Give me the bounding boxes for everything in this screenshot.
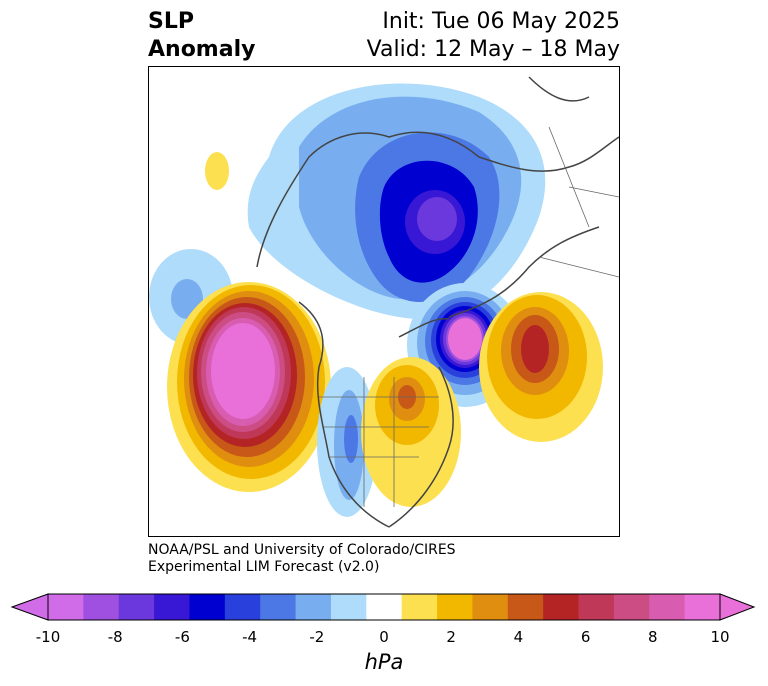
colorbar-tick-label: -8 [107, 628, 123, 646]
credit-line-1: NOAA/PSL and University of Colorado/CIRE… [148, 542, 456, 558]
colorbar-extend-high [719, 593, 756, 621]
colorbar-bin [613, 594, 650, 620]
colorbar-bin [154, 594, 190, 620]
anomaly-western-us-low [317, 367, 377, 517]
colorbar-tick-label: 2 [446, 628, 456, 646]
colorbar-bin [189, 594, 226, 620]
valid-range: Valid: 12 May – 18 May [366, 37, 620, 62]
colorbar-frame [47, 593, 721, 621]
colorbar-bin [224, 594, 261, 620]
colorbar-bin [401, 594, 438, 620]
colorbar-bin [118, 594, 155, 620]
colorbar-bin [295, 594, 332, 620]
anomaly-central-asia-high [479, 292, 603, 442]
colorbar-tick-label: 8 [648, 628, 658, 646]
credit: NOAA/PSL and University of Colorado/CIRE… [148, 542, 456, 576]
colorbar-bin [507, 594, 544, 620]
colorbar-tick-label: -4 [242, 628, 258, 646]
colorbar-tick-label: 4 [513, 628, 524, 646]
colorbar-bin [330, 594, 367, 620]
colorbar-tick-label: 10 [710, 628, 730, 646]
colorbar [10, 593, 756, 621]
colorbar-bin [437, 594, 473, 620]
colorbar-extend-low [10, 593, 49, 621]
colorbar-bins [10, 593, 756, 621]
map-canvas [149, 76, 619, 528]
title-line-2: Anomaly [148, 37, 256, 62]
colorbar-tick-label: 0 [379, 628, 389, 646]
colorbar-bin [472, 594, 509, 620]
coastlines [256, 76, 619, 528]
colorbar-bin [366, 594, 403, 620]
colorbar-tick-label: -10 [35, 628, 61, 646]
colorbar-unit: hPa [364, 650, 404, 674]
colorbar-bin [578, 594, 615, 620]
colorbar-bin [543, 594, 580, 620]
anomaly-ne-pacific-high [167, 282, 331, 492]
anomaly-map [148, 66, 620, 537]
political-borders [319, 126, 619, 507]
colorbar-bin [48, 594, 84, 620]
colorbar-bin [649, 594, 686, 620]
title-line-1: SLP [148, 9, 194, 34]
anomaly-eastern-canada-high [361, 357, 461, 507]
credit-line-2: Experimental LIM Forecast (v2.0) [148, 559, 380, 575]
colorbar-tick-label: -6 [174, 628, 190, 646]
colorbar-bin [83, 594, 120, 620]
colorbar-tick-label: -2 [309, 628, 325, 646]
anomaly-arctic-low [247, 83, 546, 319]
init-date: Init: Tue 06 May 2025 [382, 9, 620, 34]
forecast-dates: Init: Tue 06 May 2025 Valid: 12 May – 18… [367, 8, 620, 64]
colorbar-bin [260, 594, 297, 620]
colorbar-tick-label: 6 [580, 628, 591, 646]
map-title: SLP Anomaly [148, 8, 255, 64]
colorbar-bin [684, 594, 721, 620]
